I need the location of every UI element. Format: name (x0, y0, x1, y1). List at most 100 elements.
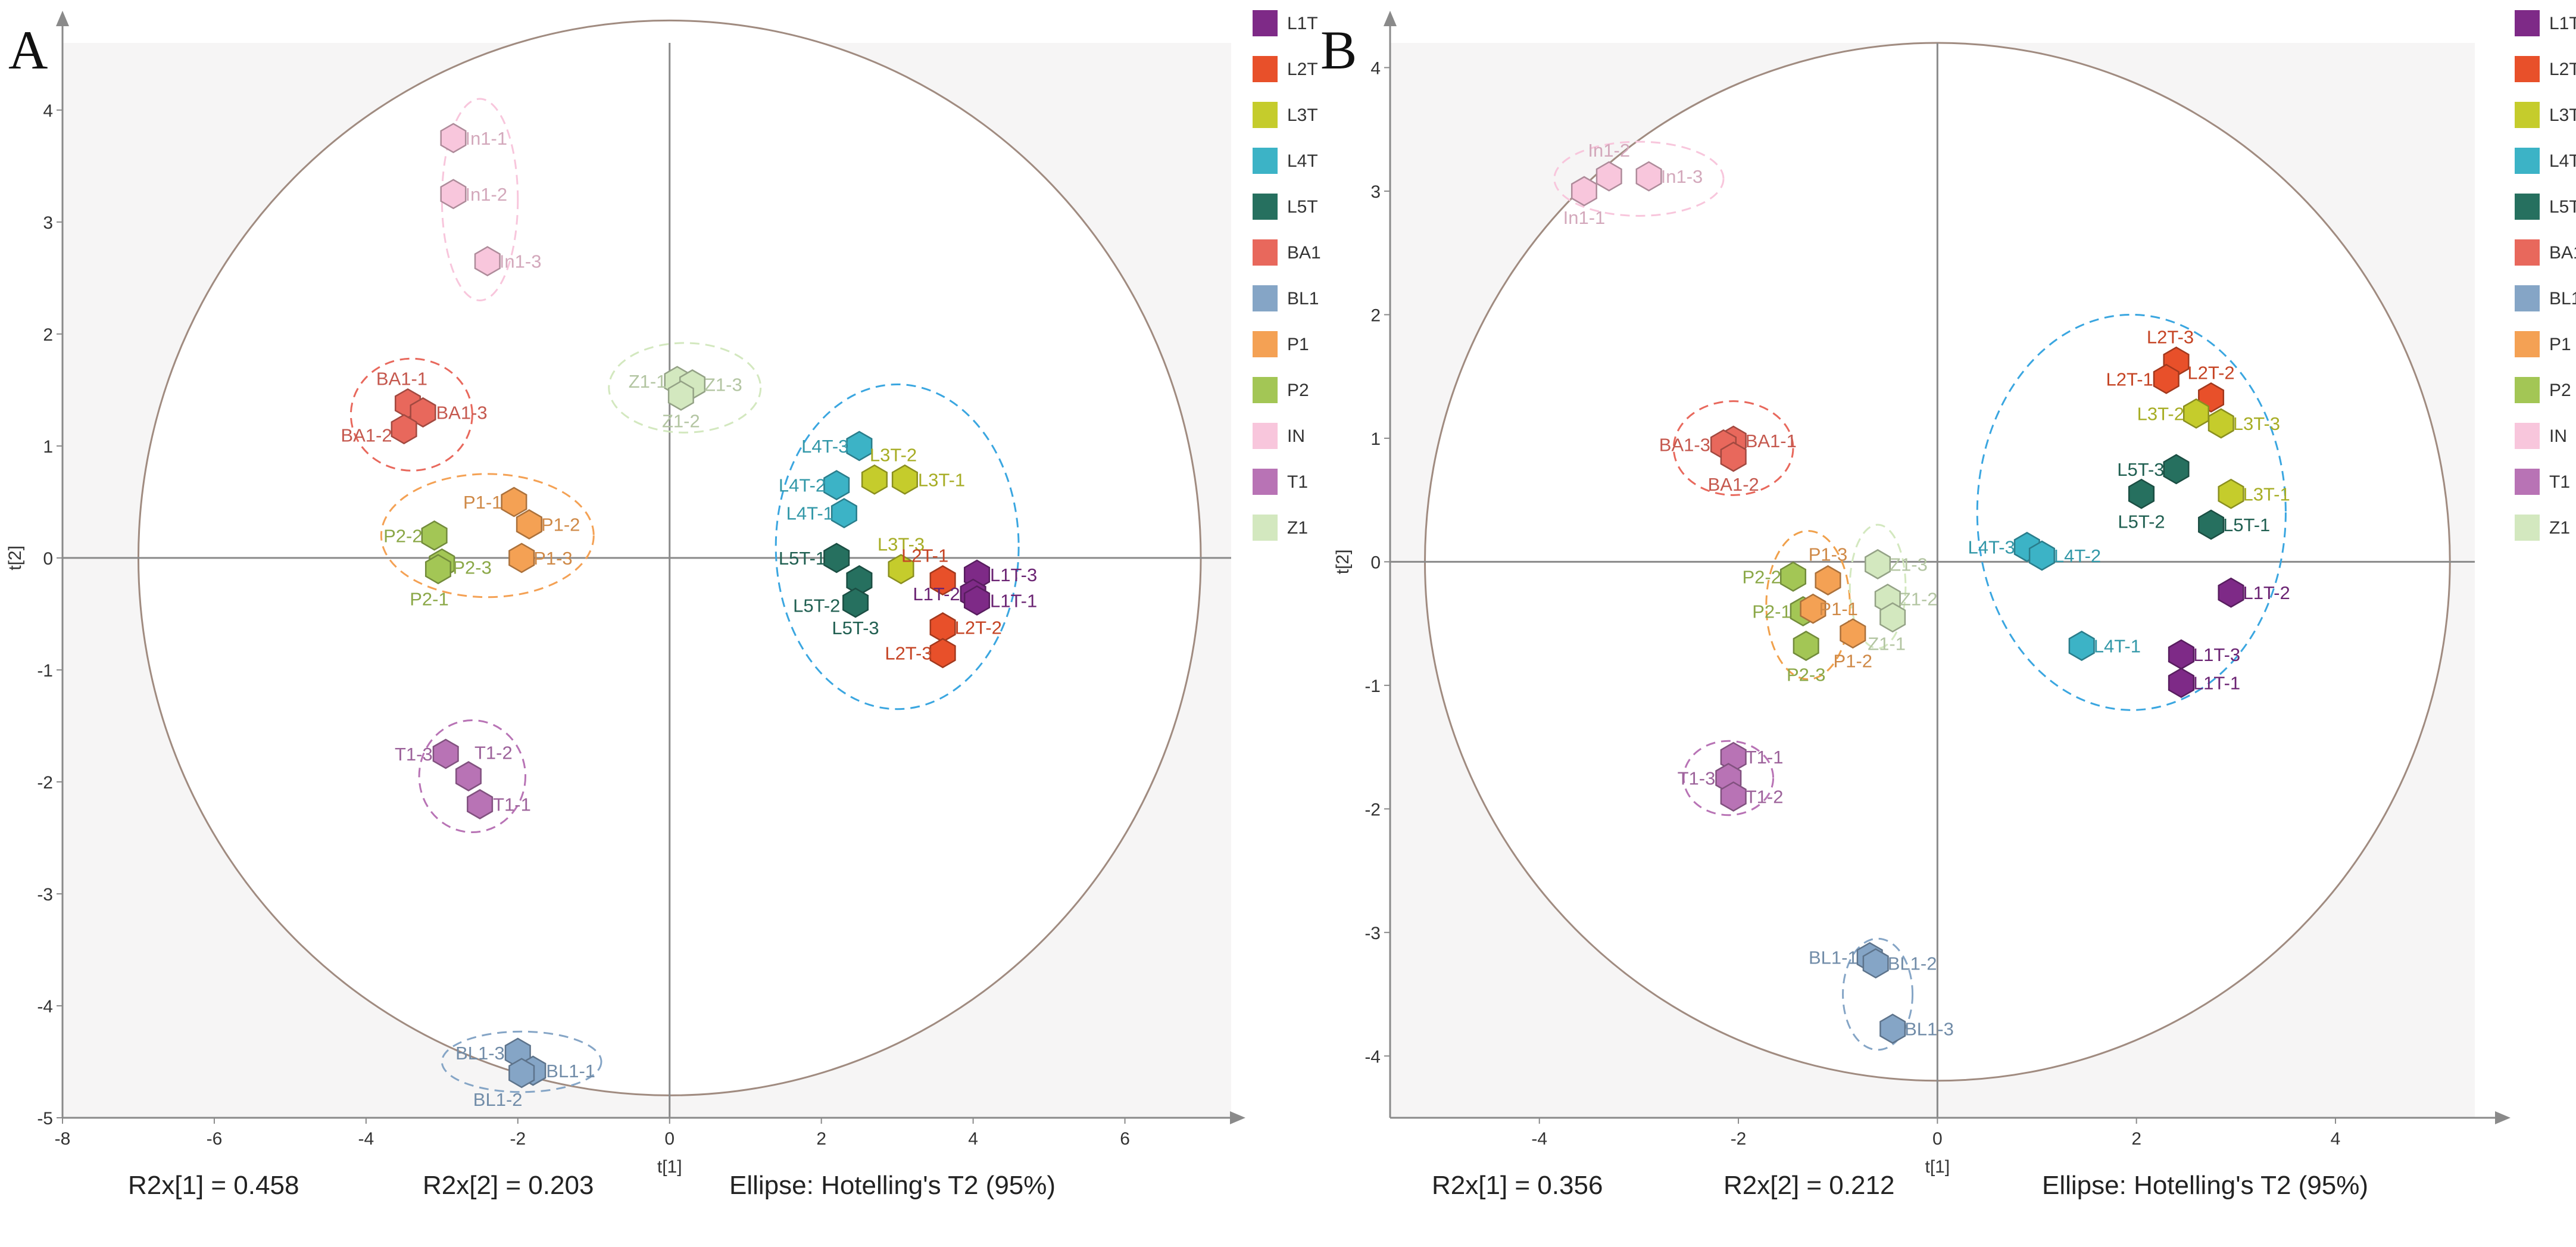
y-tick-label: 3 (1370, 182, 1381, 202)
point-label: P2-3 (1787, 664, 1825, 685)
point-label: L5T-2 (793, 596, 840, 616)
point-label: BA1-3 (1659, 434, 1710, 455)
point-label: Z1-1 (1868, 634, 1906, 654)
point-marker-l4t-2 (2028, 540, 2055, 571)
legend-swatch (1253, 10, 1278, 36)
point-label: P1-1 (1819, 598, 1857, 619)
point-marker-z1-3 (1865, 549, 1891, 579)
point-label: In1-3 (1661, 166, 1703, 187)
point-marker-l5t-3 (2163, 454, 2190, 485)
point-label: T1-2 (474, 743, 513, 763)
group-ellipse-z1 (608, 342, 762, 434)
point-label: In1-2 (1588, 140, 1630, 161)
x-tick-label: -4 (1531, 1129, 1547, 1149)
legend: L1T L2T L3T L4T L5T BA1 BL1 P1 P2 IN T1 Z1 (2515, 10, 2576, 541)
point-marker-p2-3 (1793, 631, 1819, 661)
point-marker-p1-1 (501, 487, 527, 517)
point-label: L2T-3 (2147, 326, 2194, 347)
legend-swatch (1253, 56, 1278, 82)
group-ellipse-t1 (1682, 740, 1775, 816)
point-marker-l2t-1 (2153, 363, 2180, 394)
y-tick-label: -1 (37, 661, 53, 681)
legend-swatch (1253, 331, 1278, 357)
legend-swatch (1253, 515, 1278, 541)
point-label: Z1-3 (704, 374, 742, 395)
point-marker-l5t-2 (2128, 478, 2155, 509)
y-tick-label: -2 (37, 773, 53, 793)
group-ellipse-bl1 (1842, 937, 1914, 1051)
x-axis-arrow (1230, 1111, 1245, 1124)
point-label: L4T-1 (2094, 635, 2141, 656)
point-label: BA1-2 (1708, 474, 1759, 495)
point-marker-p1-1 (1800, 593, 1826, 624)
point-label: L3T-2 (870, 444, 917, 465)
legend-label: BL1 (2549, 289, 2576, 308)
y-axis-label: t[2] (1333, 550, 1353, 575)
legend-label: L3T (2549, 105, 2576, 125)
y-tick-label: 0 (1370, 553, 1381, 572)
legend-label: L1T (1287, 14, 1318, 33)
legend-label: IN (1287, 426, 1305, 446)
y-axis-arrow (1384, 11, 1397, 26)
legend-label: L4T (2549, 151, 2576, 171)
y-tick-label: 1 (1370, 429, 1381, 449)
point-marker-in1-3 (1635, 161, 1662, 192)
legend-swatch (1253, 239, 1278, 266)
legend-swatch (1253, 148, 1278, 174)
point-label: BL1-2 (1888, 953, 1937, 974)
point-marker-ba1-2 (1720, 441, 1747, 472)
point-marker-l4t-1 (830, 498, 857, 529)
legend: L1T L2T L3T L4T L5T BA1 BL1 P1 P2 IN T1 Z1 (1253, 10, 1321, 541)
y-tick-label: 2 (43, 325, 53, 345)
point-label: L4T-3 (1968, 537, 2015, 557)
point-marker-z1-1 (1879, 602, 1906, 633)
legend-label: T1 (2549, 472, 2570, 492)
footer-r2x2: R2x[2] = 0.212 (1723, 1171, 1894, 1200)
point-label: L1T-2 (913, 584, 960, 604)
point-label: BL1-1 (1809, 947, 1858, 968)
panel-a: -8 -6 -4 -2 0 2 4 6 -5 -4 -3 -2 -1 0 1 2 3 4 t[1] t[2] In1-1… (5, 10, 1321, 1200)
point-label: L1T-3 (990, 565, 1037, 585)
point-marker-l2t-1 (929, 565, 956, 596)
y-axis-arrow (56, 11, 69, 26)
point-label: L2T-3 (885, 643, 932, 664)
point-marker-l3t-2 (2182, 398, 2209, 429)
legend-label: P2 (1287, 381, 1309, 400)
point-marker-l3t-3 (2207, 408, 2234, 439)
legend-label: P1 (1287, 335, 1309, 354)
x-tick-label: 0 (1932, 1129, 1943, 1149)
group-ellipse-ba1 (349, 357, 473, 472)
x-axis-label: t[1] (1925, 1157, 1950, 1177)
x-tick-label: 6 (1120, 1129, 1130, 1149)
point-marker-p1-2 (1840, 618, 1866, 649)
point-marker-l2t-2 (929, 612, 956, 643)
point-marker-l3t-2 (861, 464, 888, 495)
legend-label: BA1 (2549, 243, 2576, 263)
y-axis-label: t[2] (5, 545, 25, 570)
point-label: L5T-1 (2223, 515, 2270, 535)
point-label: BA1-1 (1746, 431, 1797, 451)
x-axis-arrow (2495, 1111, 2511, 1124)
y-tick-label: 3 (43, 213, 53, 233)
legend-swatch (2515, 469, 2540, 495)
point-marker-t1-1 (467, 789, 494, 819)
x-tick-label: 2 (2131, 1129, 2141, 1149)
y-tick-label: -5 (37, 1109, 53, 1128)
point-label: L5T-2 (2118, 511, 2165, 532)
point-marker-t1-2 (455, 761, 482, 791)
x-tick-label: 4 (2331, 1129, 2341, 1149)
point-label: L4T-1 (786, 503, 833, 524)
point-marker-l2t-3 (929, 638, 956, 669)
group-ellipse-t1 (418, 719, 527, 834)
legend-swatch (2515, 56, 2540, 82)
group-ellipse-in (1553, 141, 1725, 217)
legend-swatch (2515, 102, 2540, 128)
point-label: P2-1 (1752, 601, 1791, 622)
y-tick-label: -4 (37, 997, 53, 1017)
legend-swatch (2515, 194, 2540, 220)
legend-label: L3T (1287, 105, 1318, 125)
x-axis-label: t[1] (657, 1157, 682, 1177)
legend-label: Z1 (2549, 518, 2570, 538)
legend-swatch (1253, 423, 1278, 449)
legend-swatch (2515, 423, 2540, 449)
